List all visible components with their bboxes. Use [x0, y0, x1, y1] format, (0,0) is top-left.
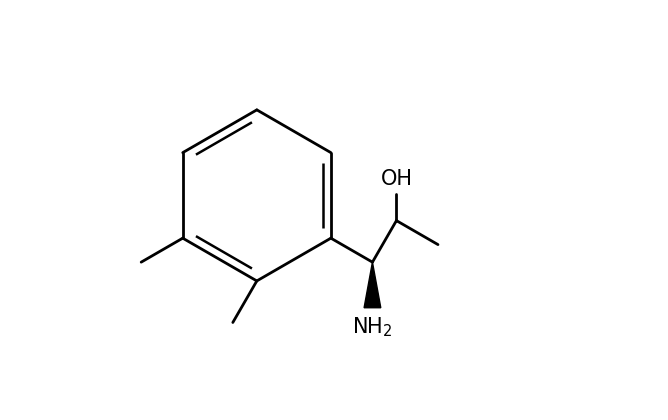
Text: OH: OH — [381, 169, 412, 189]
Polygon shape — [364, 262, 381, 308]
Text: NH$_2$: NH$_2$ — [352, 315, 393, 339]
